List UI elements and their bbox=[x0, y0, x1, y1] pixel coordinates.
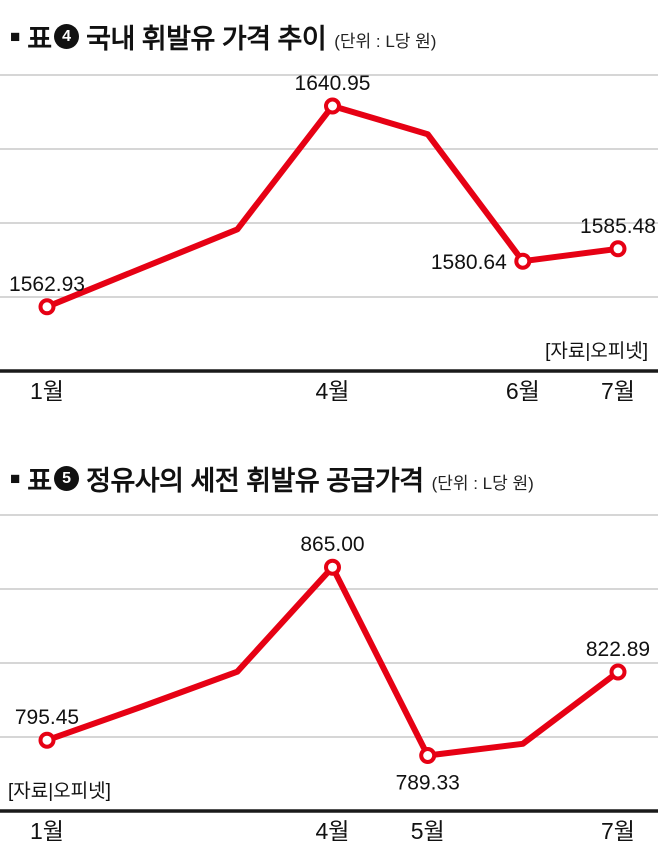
data-point-marker bbox=[419, 747, 437, 764]
value-label: 865.00 bbox=[300, 533, 364, 556]
chart-canvas: 795.45 1월 865.00 4월 789.33 5월 822.89 7월 [자료|오피넷] bbox=[0, 514, 658, 844]
chart1-unit-label: (단위 : L당 원) bbox=[334, 32, 437, 51]
table-label: 표 bbox=[27, 24, 53, 54]
source-label: [자료|오피넷] bbox=[8, 780, 111, 802]
table-number-badge: 5 bbox=[54, 466, 80, 491]
value-label: 822.89 bbox=[586, 638, 650, 661]
value-label: 789.33 bbox=[396, 772, 460, 795]
data-point-marker bbox=[38, 298, 56, 316]
data-point-marker bbox=[38, 731, 56, 749]
line-chart-domestic-gasoline-price: 1562.93 1월 1640.95 4월 1580.64 6월 1585.48 7월 [자료|… bbox=[0, 60, 658, 410]
chart2-title-text: 정유사의 세전 휘발유 공급가격 bbox=[86, 466, 424, 496]
data-point-marker bbox=[514, 252, 532, 270]
chart1-title-text: 국내 휘발유 가격 추이 bbox=[86, 24, 327, 54]
value-label: 1640.95 bbox=[295, 72, 371, 95]
square-bullet-icon: ■ bbox=[10, 27, 21, 46]
data-point-marker bbox=[324, 558, 341, 576]
data-point-marker bbox=[609, 663, 627, 681]
x-tick-label: 1월 bbox=[30, 818, 64, 844]
x-tick-label: 1월 bbox=[30, 378, 64, 404]
value-label: 795.45 bbox=[15, 706, 79, 729]
chart2-title: ■ 표 5 정유사의 세전 휘발유 공급가격 (단위 : L당 원) bbox=[10, 459, 534, 498]
value-label: 1580.64 bbox=[431, 251, 507, 274]
x-tick-label: 5월 bbox=[411, 818, 445, 844]
chart-canvas: 1562.93 1월 1640.95 4월 1580.64 6월 1585.48 7월 [자료|… bbox=[0, 72, 658, 404]
x-tick-label: 4월 bbox=[316, 818, 350, 844]
source-label: [자료|오피넷] bbox=[545, 340, 648, 362]
table-number-badge: 4 bbox=[54, 24, 80, 49]
chart1-title: ■ 표 4 국내 휘발유 가격 추이 (단위 : L당 원) bbox=[10, 17, 436, 56]
value-label: 1585.48 bbox=[580, 215, 656, 238]
data-point-marker bbox=[324, 97, 341, 115]
x-tick-label: 6월 bbox=[506, 378, 540, 404]
price-line bbox=[44, 564, 621, 759]
chart2-unit-label: (단위 : L당 원) bbox=[431, 474, 534, 493]
line-chart-pretax-supply-price: 795.45 1월 865.00 4월 789.33 5월 822.89 7월 [자료|오피넷] bbox=[0, 500, 658, 850]
x-tick-label: 7월 bbox=[601, 378, 635, 404]
data-point-marker bbox=[609, 240, 627, 258]
square-bullet-icon: ■ bbox=[10, 469, 21, 488]
table-label: 표 bbox=[27, 466, 53, 496]
value-label: 1562.93 bbox=[9, 273, 85, 296]
x-tick-label: 4월 bbox=[316, 378, 350, 404]
price-line bbox=[44, 103, 621, 310]
x-tick-label: 7월 bbox=[601, 818, 635, 844]
